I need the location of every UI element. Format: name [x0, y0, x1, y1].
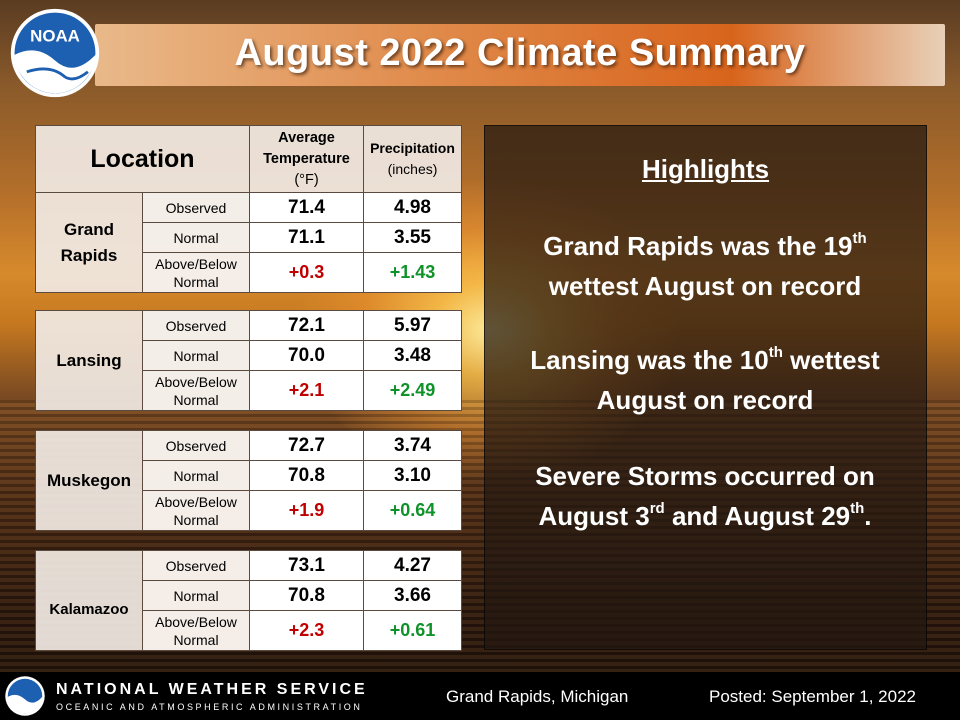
observed-temperature: 73.1	[249, 550, 364, 581]
normal-precipitation: 3.55	[363, 222, 462, 253]
location-table-lansing: Lansing Observed 72.1 5.97 Normal 70.0 3…	[35, 310, 462, 411]
nws-logo-icon	[5, 676, 45, 716]
observed-temperature: 71.4	[249, 192, 364, 223]
header-location: Location	[35, 125, 250, 193]
location-name: Muskegon	[35, 430, 143, 531]
normal-temperature: 70.8	[249, 580, 364, 611]
departure-precipitation: +1.43	[363, 252, 462, 293]
footer-bar: NATIONAL WEATHER SERVICE OCEANIC AND ATM…	[0, 672, 960, 720]
departure-precipitation: +0.61	[363, 610, 462, 651]
row-label-departure: Above/Below Normal	[142, 370, 250, 411]
location-name: Grand Rapids	[35, 192, 143, 293]
location-table-kalamazoo: Kalamazoo Observed 73.1 4.27 Normal 70.8…	[35, 550, 462, 651]
noaa-logo-text: NOAA	[30, 27, 80, 46]
highlights-panel: Highlights Grand Rapids was the 19th wet…	[484, 125, 927, 650]
highlight-severe-storms: Severe Storms occurred on August 3rd and…	[535, 461, 875, 531]
page-title: August 2022 Climate Summary	[234, 32, 806, 74]
table-header: Location Average Temperature (°F) Precip…	[35, 125, 462, 193]
observed-precipitation: 3.74	[363, 430, 462, 461]
highlight-grand-rapids: Grand Rapids was the 19th wettest August…	[543, 230, 867, 301]
parent-agency-name: OCEANIC AND ATMOSPHERIC ADMINISTRATION	[56, 702, 363, 712]
observed-precipitation: 4.98	[363, 192, 462, 223]
highlight-lansing: Lansing was the 10th wettest August on r…	[530, 344, 880, 415]
location-table-muskegon: Muskegon Observed 72.7 3.74 Normal 70.8 …	[35, 430, 462, 531]
title-banner	[95, 24, 945, 86]
row-label-observed: Observed	[142, 192, 250, 223]
observed-temperature: 72.1	[249, 310, 364, 341]
header-temperature: Average Temperature (°F)	[249, 125, 364, 193]
observed-precipitation: 5.97	[363, 310, 462, 341]
row-label-observed: Observed	[142, 310, 250, 341]
row-label-observed: Observed	[142, 550, 250, 581]
row-label-normal: Normal	[142, 460, 250, 491]
departure-temperature: +2.3	[249, 610, 364, 651]
normal-temperature: 70.8	[249, 460, 364, 491]
departure-precipitation: +0.64	[363, 490, 462, 531]
posted-date: Posted: September 1, 2022	[709, 687, 916, 706]
header-precipitation: Precipitation (inches)	[363, 125, 462, 193]
highlights-title: Highlights	[641, 154, 770, 184]
row-label-departure: Above/Below Normal	[142, 610, 250, 651]
row-label-normal: Normal	[142, 340, 250, 371]
noaa-logo-icon: NOAA	[10, 8, 100, 98]
normal-precipitation: 3.10	[363, 460, 462, 491]
normal-precipitation: 3.66	[363, 580, 462, 611]
normal-temperature: 70.0	[249, 340, 364, 371]
observed-temperature: 72.7	[249, 430, 364, 461]
departure-temperature: +2.1	[249, 370, 364, 411]
departure-temperature: +1.9	[249, 490, 364, 531]
row-label-observed: Observed	[142, 430, 250, 461]
location-name: Lansing	[35, 310, 143, 411]
departure-temperature: +0.3	[249, 252, 364, 293]
location-table-grand-rapids: Grand Rapids Observed 71.4 4.98 Normal 7…	[35, 192, 462, 293]
normal-temperature: 71.1	[249, 222, 364, 253]
row-label-departure: Above/Below Normal	[142, 490, 250, 531]
office-location: Grand Rapids, Michigan	[446, 687, 629, 706]
row-label-normal: Normal	[142, 222, 250, 253]
agency-name: NATIONAL WEATHER SERVICE	[56, 681, 368, 698]
departure-precipitation: +2.49	[363, 370, 462, 411]
location-name: Kalamazoo	[35, 550, 143, 651]
observed-precipitation: 4.27	[363, 550, 462, 581]
row-label-normal: Normal	[142, 580, 250, 611]
row-label-departure: Above/Below Normal	[142, 252, 250, 293]
normal-precipitation: 3.48	[363, 340, 462, 371]
